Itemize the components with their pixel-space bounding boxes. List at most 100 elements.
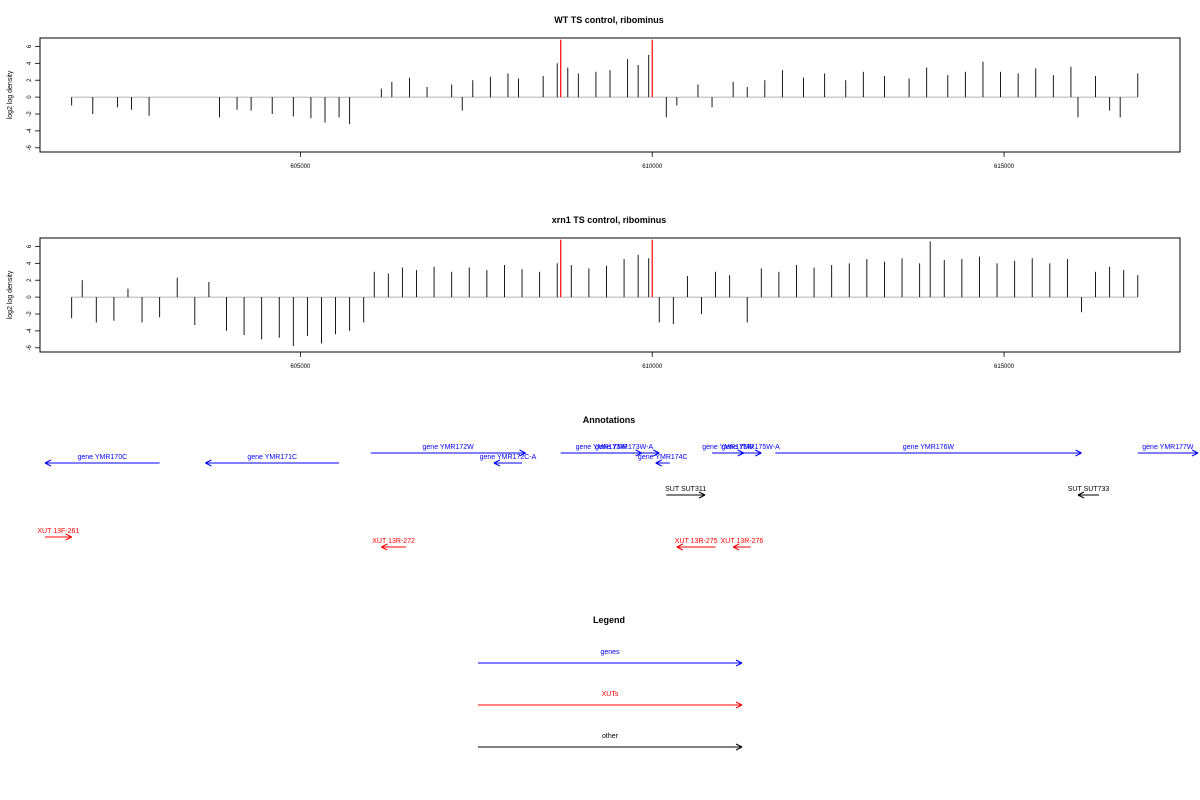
feature-label: XUT 13F-261 (37, 528, 79, 535)
arrow-head (735, 704, 743, 709)
legend-item-label: XUTs (602, 691, 619, 698)
feature-label: XUT 13R-275 (675, 538, 718, 545)
panel-wt-title: WT TS control, ribominus (554, 15, 664, 25)
arrow-head (1191, 452, 1199, 457)
arrow-head (381, 543, 388, 548)
arrow-head (205, 459, 212, 464)
arrow-head (1191, 449, 1199, 454)
arrow-head (493, 459, 501, 464)
arrow-head (519, 452, 526, 457)
legend-panel: Legend genes XUTs other (478, 615, 743, 751)
y-tick-label: -2 (27, 111, 33, 117)
feature-label: gene YMR172W (423, 444, 475, 451)
y-tick-label: 2 (27, 78, 33, 82)
legend-item: XUTs (478, 691, 743, 709)
feature-label: gene YMR176W (903, 444, 955, 451)
genes-feature: gene YMR172W (370, 444, 526, 457)
arrow-head (493, 462, 501, 467)
legend-title: Legend (593, 615, 625, 625)
arrow-head (1075, 452, 1082, 457)
xuts-feature: XUT 13R-276 (721, 538, 763, 551)
y-tick-label: -4 (27, 128, 33, 134)
panel-xrn1-axes: 6 4 2 0 -2 -4 -6 605000 610000 615000 (27, 244, 1015, 370)
feature-label: gene YMR174C (638, 454, 688, 461)
xuts-feature: XUT 13F-261 (37, 528, 79, 541)
panel-xrn1-ylabel: log2 log density (7, 270, 14, 319)
panel-xrn1-frame (39, 237, 1181, 353)
feature-label: gene YMR175W-A (722, 444, 780, 451)
y-tick-label: 6 (27, 44, 33, 48)
legend-item-label: other (602, 733, 619, 740)
x-tick-label: 615000 (994, 364, 1015, 370)
arrow-head (1075, 449, 1082, 454)
feature-label: SUT SUT311 (665, 486, 706, 493)
y-tick-label: 4 (27, 61, 33, 65)
panel-wt: WT TS control, ribominus log2 log densit… (7, 15, 1181, 170)
genes-feature: gene YMR175W-A (722, 444, 780, 457)
arrow-head (655, 459, 662, 464)
panel-xrn1-bars (71, 239, 1139, 347)
arrow-head (755, 452, 762, 457)
arrow-head (1077, 491, 1085, 496)
y-tick-label: 0 (27, 95, 33, 99)
panel-xrn1: xrn1 TS control, ribominus log2 log dens… (7, 215, 1181, 370)
x-tick-label: 605000 (290, 164, 311, 170)
feature-label: gene YMR175W (702, 444, 754, 451)
panel-xrn1-title: xrn1 TS control, ribominus (552, 215, 667, 225)
arrow-head (653, 452, 660, 457)
arrow-head (698, 494, 706, 499)
panel-wt-axes: 6 4 2 0 -2 -4 -6 605000 610000 615000 (27, 44, 1015, 170)
arrow-head (676, 546, 684, 551)
arrow-head (735, 743, 743, 748)
y-tick-label: -6 (27, 344, 33, 350)
feature-label: gene YMR177W (1142, 444, 1194, 451)
arrow-head (732, 546, 740, 551)
arrow-head (676, 543, 684, 548)
arrow-head (519, 449, 526, 454)
y-tick-label: 2 (27, 278, 33, 282)
arrow-head (381, 546, 388, 551)
panel-wt-bars (71, 39, 1139, 125)
genes-feature: gene YMR170C (44, 454, 160, 467)
arrow-head (735, 746, 743, 751)
genes-feature: gene YMR171C (205, 454, 340, 467)
arrow-head (735, 701, 743, 706)
arrow-head (755, 449, 762, 454)
feature-label: gene YMR171C (247, 454, 297, 461)
y-tick-label: -2 (27, 311, 33, 317)
feature-label: gene YMR170C (77, 454, 127, 461)
feature-label: gene YMR173W (576, 444, 628, 451)
feature-label: XUT 13R-272 (372, 538, 415, 545)
arrow-head (653, 449, 660, 454)
feature-label: SUT SUT733 (1068, 486, 1110, 493)
arrow-head (65, 533, 72, 538)
x-tick-label: 610000 (642, 364, 663, 370)
arrow-head (44, 462, 52, 467)
genes-feature: gene YMR172C-A (480, 454, 537, 467)
arrow-head (735, 659, 743, 664)
feature-label: gene YMR172C-A (480, 454, 537, 461)
genes-feature: gene YMR176W (775, 444, 1082, 457)
legend-item: other (478, 733, 743, 751)
arrow-head (732, 543, 740, 548)
arrow-head (1077, 494, 1085, 499)
legend-items: genes XUTs other (478, 649, 743, 751)
annotation-arrows: gene YMR170C gene YMR171C gene YMR172W gene… (37, 444, 1199, 551)
arrow-head (698, 491, 706, 496)
xuts-feature: XUT 13R-275 (675, 538, 718, 551)
y-tick-label: -6 (27, 144, 33, 150)
y-tick-label: 4 (27, 261, 33, 265)
y-tick-label: 6 (27, 244, 33, 248)
annotations-title: Annotations (583, 415, 636, 425)
legend-item: genes (478, 649, 743, 667)
arrow-head (205, 462, 212, 467)
arrow-head (655, 462, 662, 467)
genes-feature: gene YMR177W (1137, 444, 1199, 457)
y-tick-label: -4 (27, 328, 33, 334)
legend-item-label: genes (600, 649, 620, 656)
xuts-feature: XUT 13R-272 (372, 538, 415, 551)
x-tick-label: 610000 (642, 164, 663, 170)
feature-label: gene YMR173W-A (595, 444, 653, 451)
other-feature: SUT SUT311 (665, 486, 706, 499)
